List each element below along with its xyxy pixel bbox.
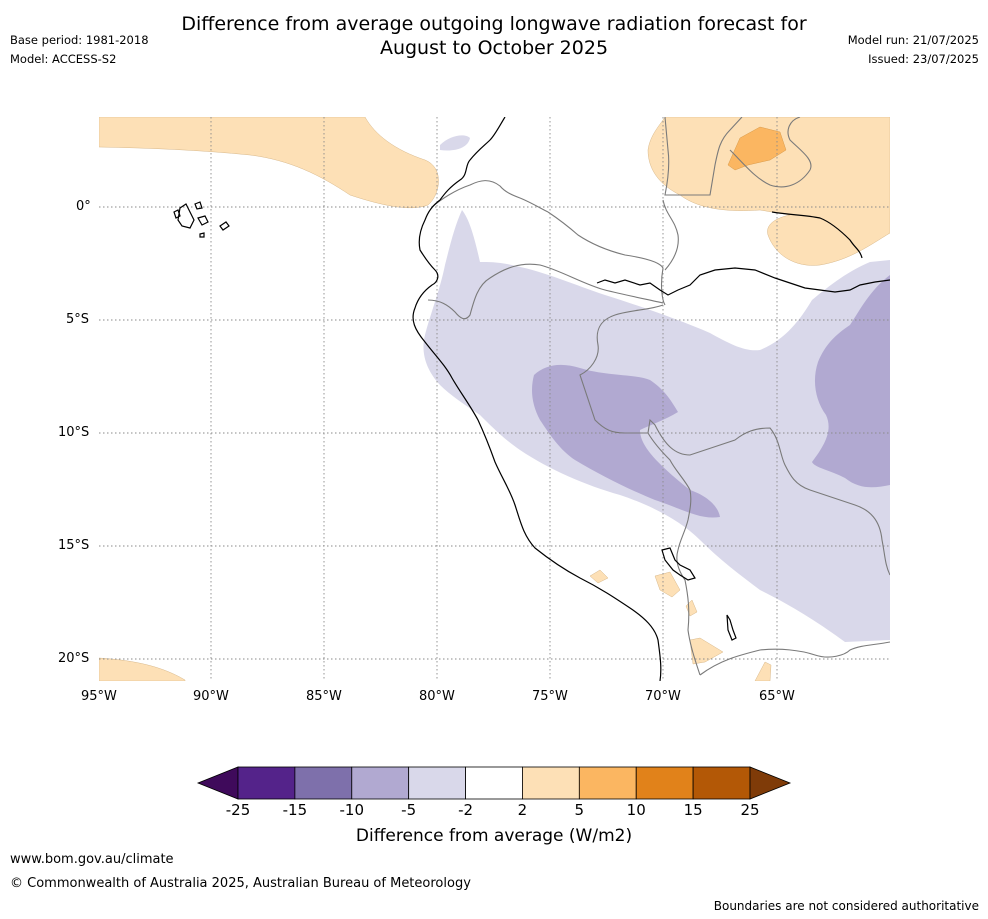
lon-label-90w: 90°W bbox=[193, 689, 229, 704]
colorbar-segment bbox=[522, 766, 580, 800]
island-santiago bbox=[194, 201, 203, 210]
border-brazil-north bbox=[662, 199, 679, 271]
lon-label-75w: 75°W bbox=[532, 689, 568, 704]
anomaly-north-amazon bbox=[647, 117, 890, 266]
lon-label-85w: 85°W bbox=[306, 689, 342, 704]
border-bolivia-brazil bbox=[647, 418, 890, 576]
colorbar-tick-label: 25 bbox=[740, 801, 760, 819]
footer-url[interactable]: www.bom.gov.au/climate bbox=[10, 852, 174, 867]
colorbar bbox=[196, 766, 792, 800]
anomaly-neg-light-main bbox=[423, 210, 890, 642]
issued-date: Issued: 23/07/2025 bbox=[868, 52, 979, 66]
meta-left: Base period: 1981-2018 Model: ACCESS-S2 bbox=[10, 31, 149, 69]
colorbar-tick-label: -15 bbox=[282, 801, 308, 819]
coast-lake-titicaca bbox=[661, 547, 696, 581]
model-name: Model: ACCESS-S2 bbox=[10, 52, 117, 66]
colorbar-extend-high bbox=[749, 766, 792, 800]
border-colombia-ecuador bbox=[431, 180, 549, 213]
anomaly-north-amazon-core bbox=[727, 126, 787, 171]
colorbar-segment bbox=[692, 766, 751, 800]
border-ecuador-peru bbox=[427, 263, 664, 320]
border-chile-bolivia bbox=[676, 549, 701, 676]
lon-label-80w: 80°W bbox=[419, 689, 455, 704]
colorbar-tick-label: 5 bbox=[574, 801, 585, 819]
border-colombia-venezuela bbox=[547, 211, 666, 306]
island-floreana bbox=[199, 232, 205, 238]
anomaly-neg-atlantic bbox=[440, 135, 470, 151]
title-line-2: August to October 2025 bbox=[379, 37, 609, 59]
coast-guyana bbox=[771, 211, 863, 259]
colorbar-label: Difference from average (W/m2) bbox=[355, 826, 633, 846]
island-fernandina bbox=[173, 209, 181, 219]
lat-label-15s: 15°S bbox=[58, 538, 90, 553]
colorbar-extend-low bbox=[196, 766, 239, 800]
anomaly-coast-south-5 bbox=[754, 661, 772, 681]
colorbar-segment bbox=[351, 766, 410, 800]
colorbar-segment bbox=[294, 766, 353, 800]
border-venezuela-east bbox=[664, 117, 743, 196]
colorbar-tick-label: 15 bbox=[683, 801, 703, 819]
colorbar-tick-label: -10 bbox=[339, 801, 365, 819]
coastlines bbox=[412, 117, 890, 681]
lat-label-0: 0° bbox=[76, 199, 91, 214]
lon-label-70w: 70°W bbox=[645, 689, 681, 704]
colorbar-tick-label: 2 bbox=[517, 801, 528, 819]
island-isabela bbox=[177, 203, 195, 229]
galapagos-islands bbox=[173, 201, 230, 238]
border-peru-bolivia bbox=[647, 432, 692, 551]
coast-central-america bbox=[439, 117, 506, 201]
lon-label-95w: 95°W bbox=[81, 689, 117, 704]
lat-label-20s: 20°S bbox=[58, 651, 90, 666]
colorbar-segment bbox=[578, 766, 637, 800]
model-run: Model run: 21/07/2025 bbox=[847, 33, 979, 47]
border-brazil-peru bbox=[579, 304, 664, 434]
colorbar-tick-label: -5 bbox=[401, 801, 417, 819]
island-san-cristobal bbox=[219, 221, 230, 231]
anomaly-sw-corner bbox=[99, 657, 186, 681]
colorbar-segment bbox=[408, 766, 466, 800]
island-santa-cruz bbox=[197, 215, 209, 226]
border-argentina bbox=[699, 641, 890, 676]
anomaly-neg-central-peru bbox=[532, 364, 720, 518]
lat-label-5s: 5°S bbox=[66, 312, 90, 327]
anomaly-ne-pacific bbox=[99, 117, 439, 209]
map-area bbox=[99, 117, 890, 681]
base-period: Base period: 1981-2018 bbox=[10, 33, 149, 47]
anomaly-coast-south-1 bbox=[589, 569, 609, 584]
lon-label-65w: 65°W bbox=[759, 689, 795, 704]
footer-copyright: © Commonwealth of Australia 2025, Austra… bbox=[10, 876, 471, 891]
anomaly-neg-medium-regions bbox=[532, 275, 890, 518]
anomaly-coast-south-4 bbox=[689, 637, 724, 665]
colorbar-segment bbox=[237, 766, 296, 800]
colorbar-tick-label: -2 bbox=[458, 801, 474, 819]
country-borders bbox=[427, 117, 890, 676]
colorbar-tick-label: 10 bbox=[626, 801, 646, 819]
title-line-1: Difference from average outgoing longwav… bbox=[181, 13, 807, 35]
positive-anomaly-regions bbox=[99, 117, 890, 681]
lat-label-10s: 10°S bbox=[58, 425, 90, 440]
coast-inland-lake bbox=[726, 614, 737, 641]
border-guyana bbox=[729, 117, 812, 188]
colorbar-segment bbox=[635, 766, 694, 800]
map-title: Difference from average outgoing longwav… bbox=[0, 12, 988, 60]
meta-right: Model run: 21/07/2025 Issued: 23/07/2025 bbox=[848, 31, 979, 69]
anomaly-coast-south-2 bbox=[654, 571, 681, 598]
coast-pacific-south-america bbox=[412, 199, 662, 681]
colorbar-segment bbox=[465, 766, 523, 800]
anomaly-neg-east-amazon bbox=[812, 275, 890, 488]
footer-disclaimer: Boundaries are not considered authoritat… bbox=[713, 899, 979, 913]
colorbar-tick-label: -25 bbox=[225, 801, 251, 819]
coast-caribbean-venezuela bbox=[596, 267, 890, 296]
